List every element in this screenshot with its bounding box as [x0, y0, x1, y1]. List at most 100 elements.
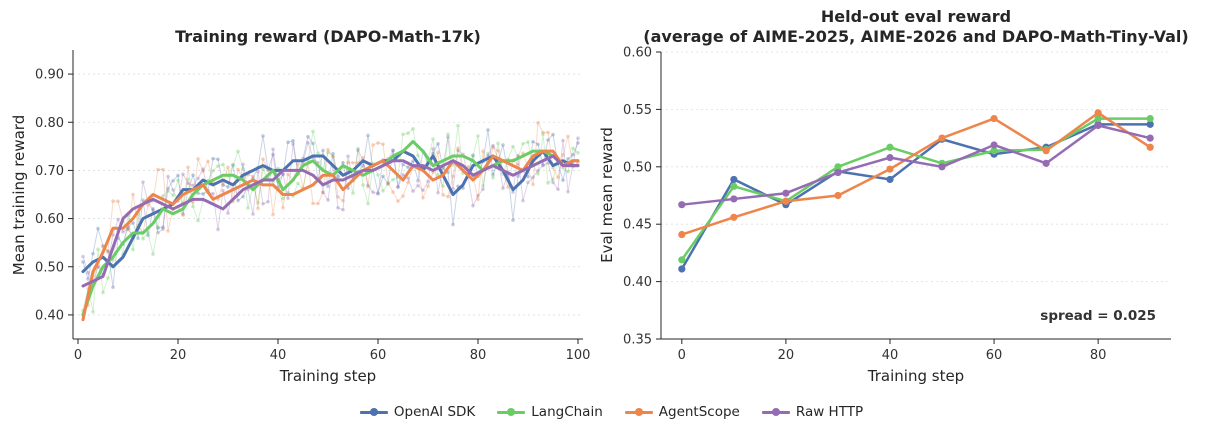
- raw-point-openai-sdk: [431, 151, 435, 156]
- raw-point-raw-http: [501, 186, 505, 190]
- raw-point-openai-sdk: [181, 212, 185, 216]
- raw-point-openai-sdk: [211, 156, 215, 161]
- raw-point-openai-sdk: [546, 138, 550, 142]
- raw-point-langchain: [141, 236, 145, 241]
- raw-point-raw-http: [511, 190, 515, 194]
- x-tick-label: 80: [470, 348, 487, 363]
- left-grid: [73, 73, 583, 316]
- raw-point-openai-sdk: [501, 143, 505, 147]
- raw-point-raw-http: [166, 174, 170, 179]
- raw-point-raw-http: [321, 190, 325, 195]
- raw-point-raw-http: [186, 181, 190, 186]
- raw-point-langchain: [261, 167, 265, 171]
- right-axes: [660, 52, 1171, 340]
- line-openai-sdk: [680, 123, 1151, 270]
- point-raw-http: [886, 154, 894, 162]
- raw-point-langchain: [536, 172, 540, 176]
- y-tick-label: 0.35: [623, 333, 652, 348]
- raw-point-openai-sdk: [566, 157, 570, 161]
- point-agentscope: [1094, 109, 1102, 117]
- raw-point-agentscope: [406, 180, 410, 185]
- raw-point-openai-sdk: [491, 172, 495, 177]
- raw-point-openai-sdk: [201, 192, 205, 196]
- raw-point-openai-sdk: [291, 139, 295, 143]
- raw-point-agentscope: [546, 130, 550, 135]
- raw-point-openai-sdk: [411, 159, 415, 163]
- raw-point-agentscope: [166, 229, 170, 233]
- raw-point-raw-http: [241, 162, 245, 167]
- raw-point-raw-http: [551, 180, 555, 185]
- legend-item-raw-http[interactable]: Raw HTTP: [761, 404, 863, 420]
- raw-point-openai-sdk: [191, 173, 195, 177]
- raw-point-agentscope: [556, 175, 560, 180]
- raw-point-raw-http: [156, 230, 160, 235]
- point-langchain: [730, 182, 738, 190]
- raw-point-raw-http: [406, 176, 410, 180]
- raw-point-langchain: [481, 184, 485, 188]
- right-x-ticks: 0 20 40 60 80: [678, 339, 1106, 363]
- raw-point-raw-http: [151, 208, 155, 213]
- line-raw-http: [681, 124, 1151, 206]
- raw-point-openai-sdk: [551, 132, 555, 137]
- raw-point-openai-sdk: [231, 163, 235, 167]
- raw-point-agentscope: [331, 154, 335, 159]
- legend-item-langchain[interactable]: LangChain: [497, 404, 603, 420]
- raw-point-raw-http: [346, 154, 350, 158]
- raw-point-agentscope: [491, 145, 495, 150]
- raw-point-raw-http: [286, 196, 290, 201]
- raw-point-raw-http: [81, 254, 85, 259]
- raw-point-raw-http: [126, 226, 130, 231]
- legend-item-openai-sdk[interactable]: OpenAI SDK: [359, 404, 475, 420]
- raw-point-langchain: [491, 176, 495, 180]
- raw-point-agentscope: [336, 195, 340, 199]
- point-raw-http: [938, 163, 946, 171]
- legend-item-agentscope[interactable]: AgentScope: [624, 404, 740, 420]
- y-tick-label: 0.50: [35, 260, 64, 275]
- left-x-ticks: 0 20 40 60 80 100: [74, 339, 591, 363]
- raw-point-raw-http: [526, 180, 530, 185]
- raw-point-agentscope: [341, 198, 345, 203]
- raw-point-openai-sdk: [311, 141, 315, 146]
- raw-point-raw-http: [141, 180, 145, 184]
- point-raw-http: [782, 189, 790, 197]
- raw-point-langchain: [316, 151, 320, 155]
- raw-point-langchain: [241, 166, 245, 171]
- raw-point-openai-sdk: [106, 249, 110, 253]
- raw-point-raw-http: [171, 188, 175, 192]
- raw-point-langchain: [216, 164, 220, 168]
- raw-point-raw-http: [401, 172, 405, 177]
- x-tick-label: 100: [566, 348, 591, 363]
- raw-point-langchain: [406, 131, 410, 135]
- raw-point-openai-sdk: [81, 260, 85, 264]
- point-agentscope: [1042, 147, 1050, 155]
- raw-point-raw-http: [476, 193, 480, 198]
- raw-point-agentscope: [541, 130, 545, 135]
- x-tick-label: 20: [778, 348, 795, 363]
- raw-point-agentscope: [391, 190, 395, 194]
- raw-point-openai-sdk: [176, 173, 180, 178]
- raw-point-agentscope: [156, 167, 160, 172]
- point-langchain: [990, 147, 998, 155]
- raw-point-raw-http: [426, 179, 430, 184]
- raw-point-openai-sdk: [576, 141, 580, 145]
- point-raw-http: [1042, 159, 1050, 167]
- raw-point-raw-http: [536, 168, 540, 173]
- raw-point-agentscope: [146, 203, 150, 208]
- raw-point-raw-http: [396, 185, 400, 189]
- y-tick-label: 0.90: [35, 68, 64, 83]
- raw-point-agentscope: [321, 190, 325, 195]
- point-langchain: [886, 143, 894, 151]
- raw-point-openai-sdk: [226, 185, 230, 189]
- raw-point-agentscope: [386, 180, 390, 185]
- raw-point-raw-http: [556, 187, 560, 192]
- left-y-ticks: 0.40 0.50 0.60 0.70 0.80 0.90: [35, 68, 73, 323]
- raw-point-raw-http: [226, 211, 230, 215]
- raw-point-raw-http: [376, 192, 380, 196]
- raw-point-raw-http: [371, 190, 375, 195]
- raw-point-raw-http: [191, 183, 195, 188]
- raw-point-agentscope: [506, 185, 510, 189]
- raw-point-raw-http: [456, 148, 460, 153]
- raw-point-agentscope: [206, 159, 210, 164]
- raw-point-agentscope: [326, 147, 330, 152]
- raw-point-openai-sdk: [416, 179, 420, 183]
